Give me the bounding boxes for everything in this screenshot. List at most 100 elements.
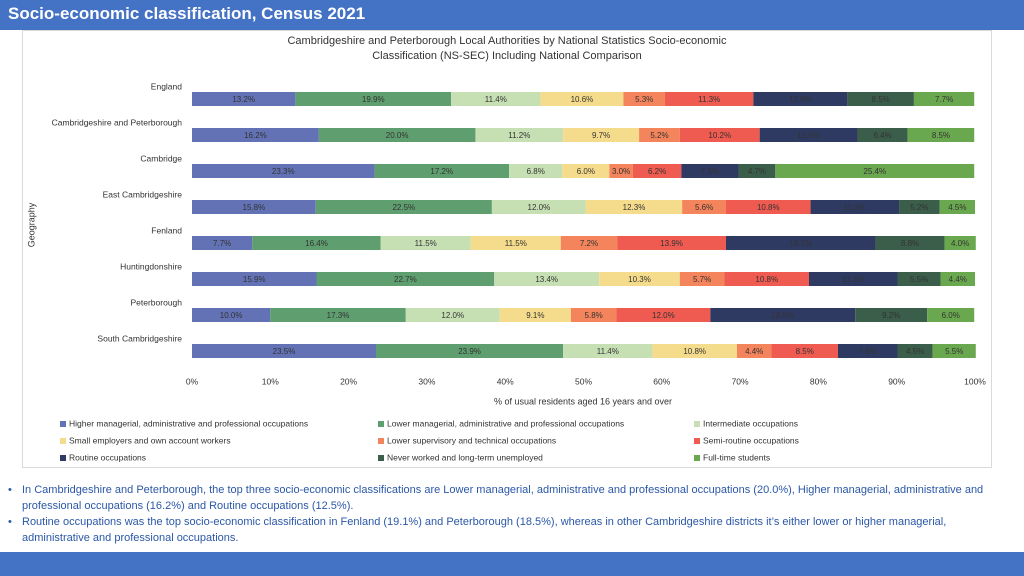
value-label: 25.4%: [863, 167, 886, 176]
bar-segment: [726, 200, 811, 214]
value-label: 17.3%: [327, 311, 350, 320]
value-label: 9.2%: [882, 311, 900, 320]
value-label: 5.7%: [693, 275, 711, 284]
bar-segment: [315, 200, 492, 214]
x-tick-label: 90%: [888, 376, 905, 386]
legend-label: Semi-routine occupations: [703, 435, 799, 445]
value-label: 16.2%: [244, 131, 267, 140]
legend-label: Never worked and long-term unemployed: [387, 452, 543, 462]
value-label: 4.4%: [949, 275, 967, 284]
category-label: Peterborough: [130, 297, 182, 307]
x-tick-label: 20%: [340, 376, 357, 386]
bar-segment: [652, 344, 737, 358]
bar-segment: [679, 128, 760, 142]
bar-segment: [639, 128, 680, 142]
value-label: 7.7%: [935, 95, 953, 104]
value-label: 18.5%: [771, 311, 794, 320]
x-tick-label: 30%: [418, 376, 435, 386]
x-tick-label: 40%: [497, 376, 514, 386]
bar-segment: [540, 92, 624, 106]
value-label: 13.2%: [232, 95, 255, 104]
value-label: 12.0%: [652, 311, 675, 320]
value-label: 9.1%: [526, 311, 544, 320]
value-label: 8.5%: [872, 95, 890, 104]
bar-segment: [940, 272, 975, 286]
bar-segment: [563, 344, 653, 358]
bar-segment: [475, 128, 564, 142]
value-label: 5.5%: [910, 275, 928, 284]
x-tick-label: 70%: [732, 376, 749, 386]
value-label: 13.4%: [535, 275, 558, 284]
value-label: 11.4%: [597, 347, 619, 356]
bar-segment: [405, 308, 500, 322]
value-label: 7.6%: [859, 347, 877, 356]
bar-segment: [470, 236, 561, 250]
value-label: 15.9%: [243, 275, 266, 284]
bar-segment: [939, 200, 975, 214]
bar-segment: [681, 164, 739, 178]
value-label: 17.2%: [430, 167, 453, 176]
bar-segment: [562, 164, 610, 178]
bar-segment: [847, 92, 914, 106]
bar-segment: [295, 92, 452, 106]
legend-swatch: [378, 438, 384, 444]
value-label: 6.2%: [648, 167, 666, 176]
value-label: 10.0%: [220, 311, 243, 320]
legend-swatch: [60, 438, 66, 444]
category-label: Cambridgeshire and Peterborough: [52, 117, 183, 127]
value-label: 6.4%: [873, 131, 891, 140]
bar-segment: [270, 308, 406, 322]
bar-segment: [192, 344, 377, 358]
bar-segment: [837, 344, 898, 358]
bar-segment: [494, 272, 600, 286]
bar-segment: [316, 272, 495, 286]
bar-segment: [451, 92, 541, 106]
legend-label: Full-time students: [703, 452, 770, 462]
bar-segment: [616, 308, 711, 322]
bar-segment: [599, 272, 680, 286]
value-label: 10.6%: [571, 95, 594, 104]
value-label: 10.8%: [757, 203, 780, 212]
bar-segment: [738, 164, 776, 178]
bar-segment: [736, 344, 772, 358]
bar-segment: [679, 272, 725, 286]
bar-segment: [682, 200, 727, 214]
bullet-list: In Cambridgeshire and Peterborough, the …: [8, 482, 1008, 546]
category-label: England: [151, 81, 182, 91]
value-label: 11.5%: [415, 239, 437, 248]
bar-segment: [775, 164, 975, 178]
value-label: 9.7%: [592, 131, 610, 140]
value-label: 11.3%: [844, 203, 866, 212]
bar-segment: [192, 236, 253, 250]
bullet: Routine occupations was the top socio-ec…: [8, 514, 1008, 546]
value-label: 10.8%: [755, 275, 778, 284]
chart-panel: [22, 30, 992, 468]
legend-label: Lower managerial, administrative and pro…: [387, 418, 624, 428]
bar-segment: [623, 92, 665, 106]
bar-segment: [632, 164, 682, 178]
value-label: 12.5%: [797, 131, 820, 140]
footer-bar: [0, 552, 1024, 576]
bar-segment: [907, 128, 975, 142]
category-label: South Cambridgeshire: [97, 333, 182, 343]
bar-segment: [875, 236, 945, 250]
bar-segment: [759, 128, 858, 142]
value-label: 11.3%: [698, 95, 720, 104]
value-label: 5.5%: [945, 347, 963, 356]
bar-segment: [499, 308, 571, 322]
value-label: 4.5%: [948, 203, 966, 212]
category-label: Cambridge: [140, 153, 182, 163]
bar-segment: [857, 128, 908, 142]
x-axis-title: % of usual residents aged 16 years and o…: [494, 396, 672, 406]
bar-segment: [810, 200, 900, 214]
value-label: 12.3%: [623, 203, 646, 212]
legend-label: Lower supervisory and technical occupati…: [387, 435, 556, 445]
value-label: 22.7%: [394, 275, 417, 284]
bar-segment: [664, 92, 754, 106]
bar-segment: [376, 344, 564, 358]
value-label: 5.2%: [910, 203, 928, 212]
legend-label: Routine occupations: [69, 452, 146, 462]
x-tick-label: 10%: [262, 376, 279, 386]
bar-segment: [563, 128, 640, 142]
